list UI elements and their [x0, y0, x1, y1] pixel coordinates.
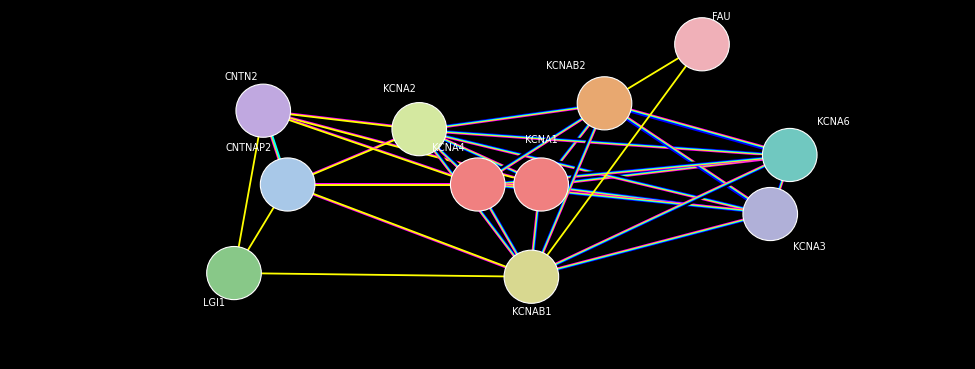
Ellipse shape: [762, 128, 817, 182]
Ellipse shape: [514, 158, 568, 211]
Ellipse shape: [504, 250, 559, 303]
Text: KCNA4: KCNA4: [432, 142, 465, 153]
Ellipse shape: [207, 246, 261, 300]
Text: LGI1: LGI1: [204, 297, 225, 308]
Text: KCNA3: KCNA3: [793, 242, 826, 252]
Ellipse shape: [260, 158, 315, 211]
Ellipse shape: [450, 158, 505, 211]
Ellipse shape: [675, 18, 729, 71]
Ellipse shape: [743, 187, 798, 241]
Text: KCNA6: KCNA6: [817, 117, 850, 127]
Text: KCNAB2: KCNAB2: [546, 61, 585, 72]
Text: KCNA2: KCNA2: [383, 83, 416, 94]
Text: CNTN2: CNTN2: [225, 72, 258, 83]
Text: FAU: FAU: [713, 11, 730, 22]
Ellipse shape: [577, 77, 632, 130]
Text: KCNA1: KCNA1: [525, 135, 558, 145]
Ellipse shape: [236, 84, 291, 137]
Text: KCNAB1: KCNAB1: [512, 307, 551, 317]
Ellipse shape: [392, 103, 447, 156]
Text: CNTNAP2: CNTNAP2: [225, 142, 272, 153]
